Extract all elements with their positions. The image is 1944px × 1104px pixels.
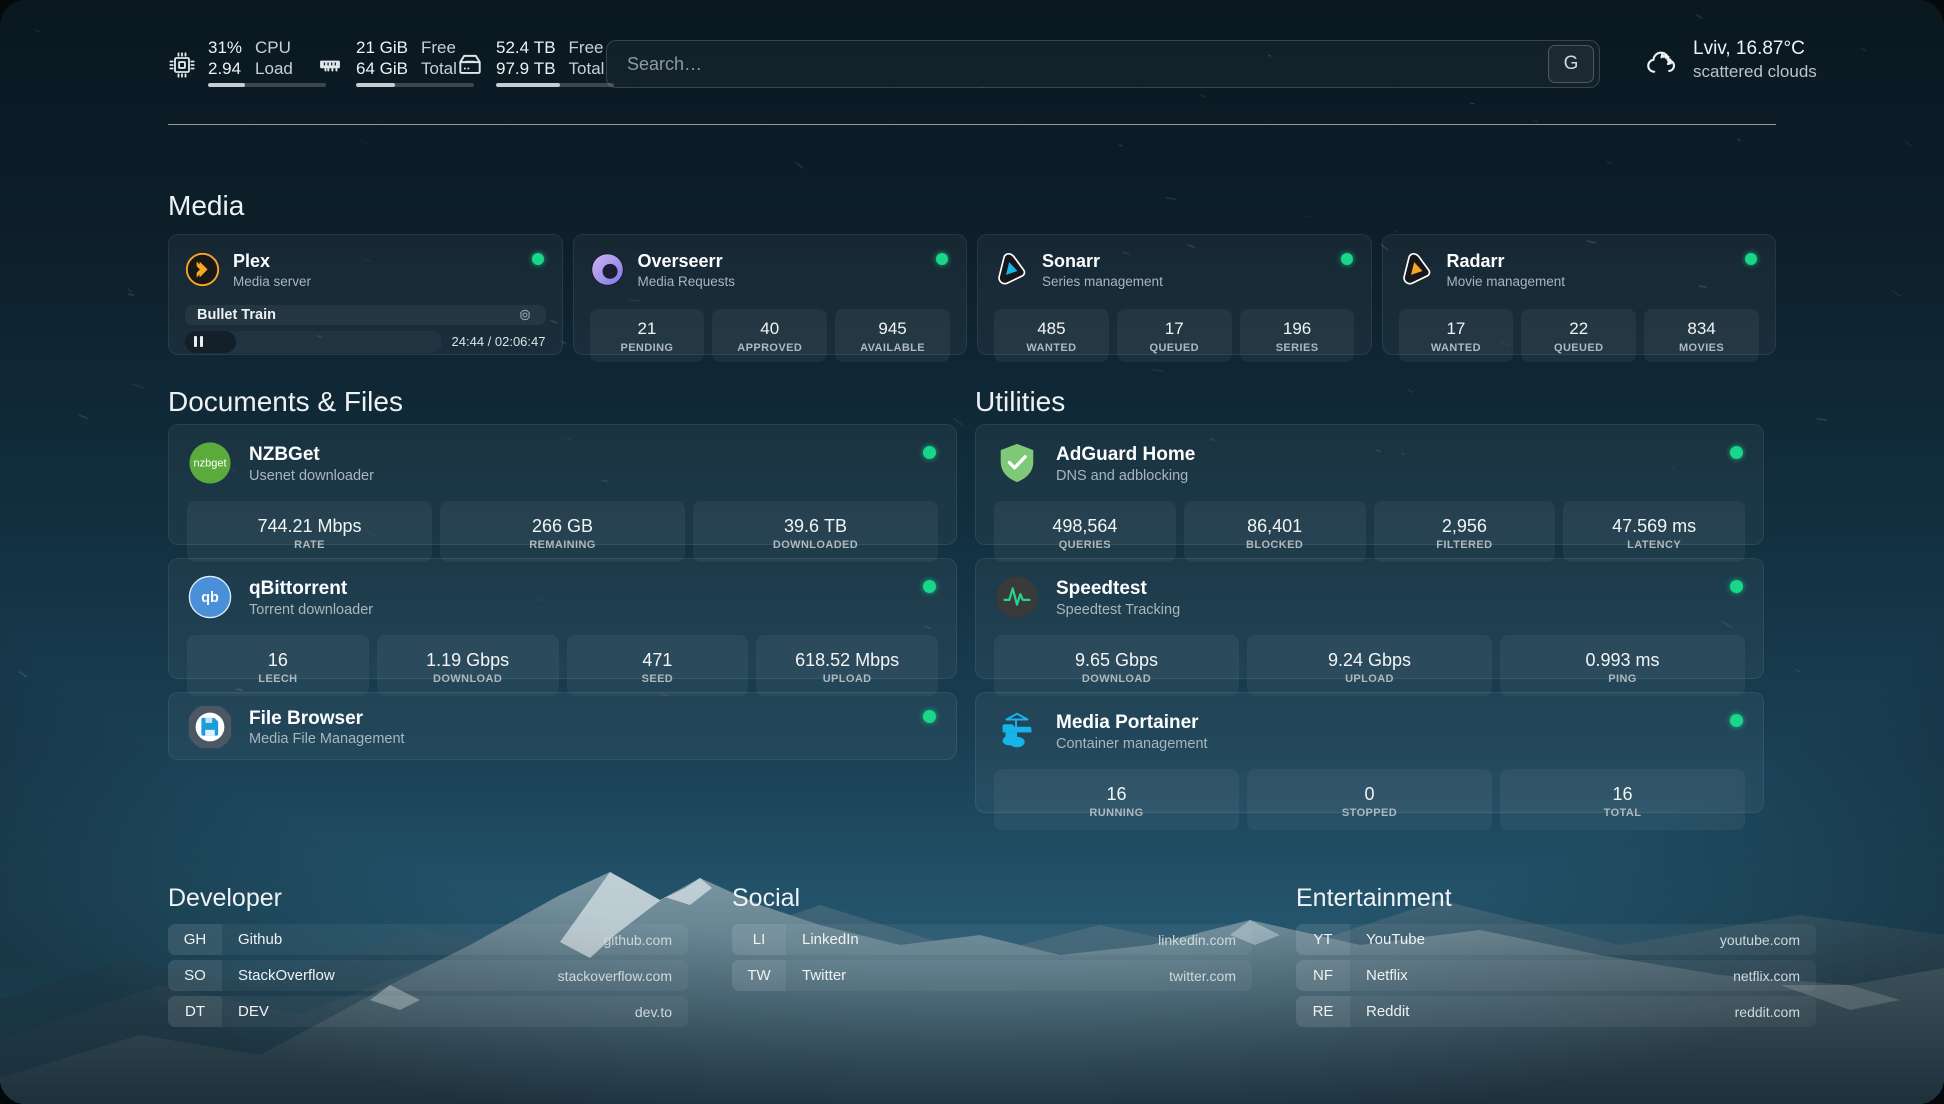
svg-text:nzbget: nzbget (193, 457, 226, 469)
svg-text:qb: qb (201, 590, 219, 606)
